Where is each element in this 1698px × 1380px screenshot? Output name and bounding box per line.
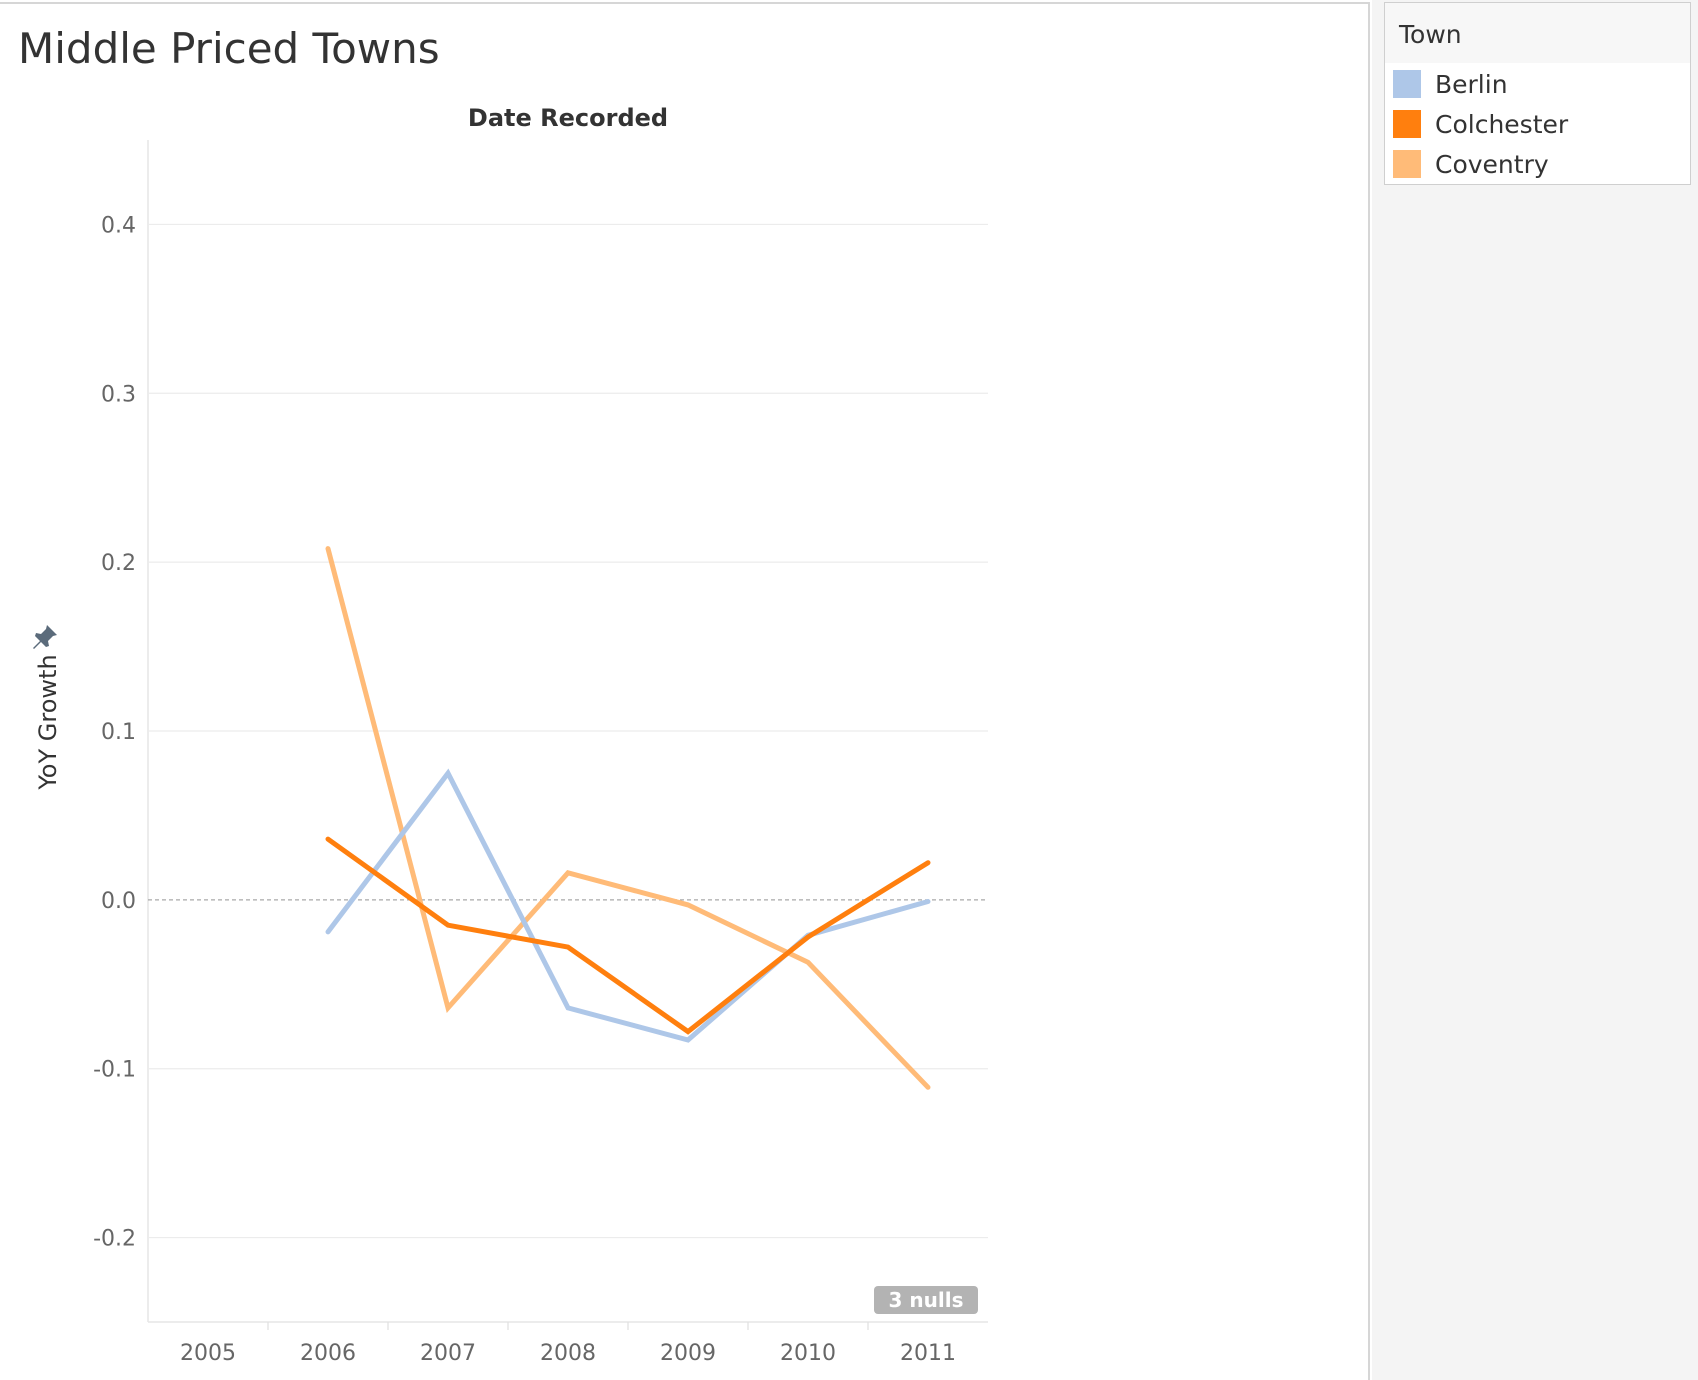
series-line-coventry [325, 546, 931, 1090]
legend-swatch-berlin [1393, 70, 1421, 98]
x-tick-label: 2009 [660, 1341, 716, 1366]
nulls-badge[interactable]: 3 nulls [874, 1286, 978, 1314]
x-tick-label: 2005 [180, 1341, 236, 1366]
legend-item-colchester[interactable]: Colchester [1393, 109, 1568, 139]
legend-label-berlin: Berlin [1435, 69, 1508, 99]
x-tick-label: 2010 [780, 1341, 836, 1366]
y-tick-label: 0.0 [101, 889, 136, 914]
legend-swatch-coventry [1393, 150, 1421, 178]
pin-icon[interactable] [30, 622, 60, 652]
series-line-berlin [325, 768, 931, 1043]
x-tick-label: 2011 [900, 1341, 956, 1366]
line-chart: 0.4 0.3 0.2 0.1 0.0 -0.1 -0.2 2005 2006 2007 2008 2… [93, 140, 988, 1366]
series-line-colchester [325, 836, 931, 1035]
side-pane [1372, 0, 1698, 1380]
legend: Town Berlin Colchester Coventry [1384, 2, 1691, 185]
page-title: Middle Priced Towns [18, 24, 440, 73]
legend-title: Town [1385, 3, 1690, 63]
y-tick-label: 0.1 [101, 720, 136, 745]
y-tick-label: 0.3 [101, 382, 136, 407]
y-tick-label: 0.2 [101, 551, 136, 576]
y-tick-label: -0.1 [93, 1058, 136, 1083]
viz-pane [0, 2, 1370, 1380]
x-tick-label: 2007 [420, 1341, 476, 1366]
legend-label-colchester: Colchester [1435, 109, 1569, 139]
legend-label-coventry: Coventry [1435, 149, 1549, 179]
x-tick-label: 2006 [300, 1341, 356, 1366]
legend-item-coventry[interactable]: Coventry [1393, 149, 1549, 179]
legend-swatch-colchester [1393, 110, 1421, 138]
x-tick-label: 2008 [540, 1341, 596, 1366]
y-tick-label: -0.2 [93, 1227, 136, 1252]
y-tick-label: 0.4 [101, 213, 136, 238]
legend-item-berlin[interactable]: Berlin [1393, 69, 1508, 99]
column-header: Date Recorded [467, 104, 669, 132]
